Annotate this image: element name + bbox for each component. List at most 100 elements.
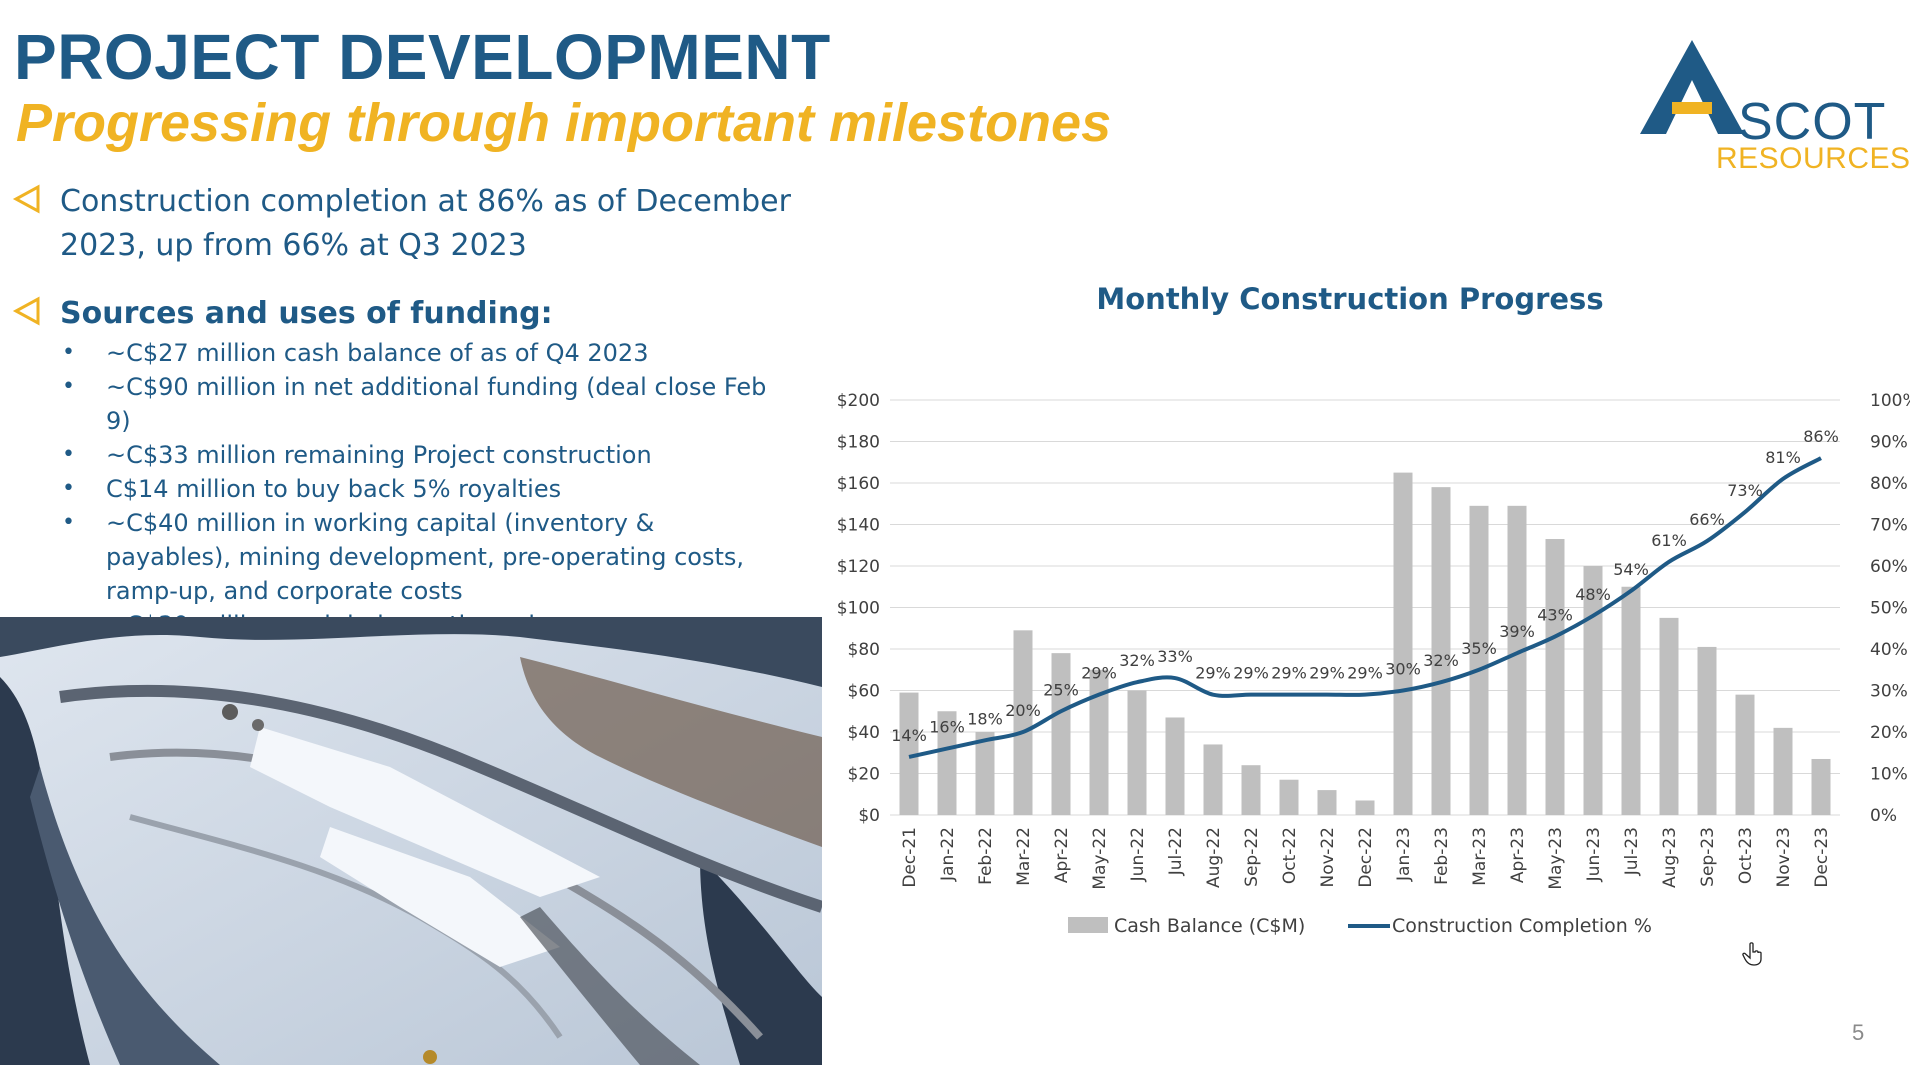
cash-bar (937, 711, 957, 815)
completion-data-label: 32% (1119, 651, 1155, 670)
cash-bar (975, 732, 995, 815)
triangle-bullet-icon (12, 296, 40, 326)
bullet-construction-text: Construction completion at 86% as of Dec… (60, 184, 791, 263)
x-tick-label: Jul-22 (1166, 827, 1186, 876)
completion-data-label: 39% (1499, 622, 1535, 641)
completion-data-label: 29% (1309, 664, 1345, 683)
slide-title: PROJECT DEVELOPMENT (14, 21, 831, 93)
slide-subtitle: Progressing through important milestones (16, 93, 1112, 153)
x-tick-label: Oct-23 (1736, 827, 1756, 884)
y-right-tick-label: 10% (1870, 765, 1908, 785)
y-left-tick-label: $60 (848, 682, 880, 702)
logo-word: SCOT (1738, 93, 1887, 151)
list-item: • ~C$33 million remaining Project constru… (60, 438, 780, 472)
cash-bar (1127, 690, 1147, 815)
completion-data-label: 16% (929, 718, 965, 737)
x-tick-label: Mar-23 (1470, 827, 1490, 886)
completion-data-label: 48% (1575, 585, 1611, 604)
x-tick-label: Mar-22 (1014, 827, 1034, 886)
y-left-tick-label: $100 (837, 599, 880, 619)
list-item: • C$14 million to buy back 5% royalties (60, 472, 780, 506)
cash-bar (1431, 487, 1451, 815)
cash-balance-bars (899, 472, 1831, 815)
list-item: • ~C$90 million in net additional funding… (60, 370, 780, 438)
y-left-tick-label: $120 (837, 557, 880, 577)
cash-bar (899, 692, 919, 815)
bullet-dot: • (62, 340, 75, 365)
cash-bar (1507, 505, 1527, 815)
completion-data-label: 86% (1803, 427, 1839, 446)
x-tick-label: Nov-23 (1774, 827, 1794, 888)
bullet-funding-heading: Sources and uses of funding: (60, 296, 553, 331)
x-tick-label: May-23 (1546, 827, 1566, 890)
completion-data-label: 33% (1157, 647, 1193, 666)
aerial-photo-illustration (0, 617, 822, 1065)
cash-bar (1659, 617, 1679, 815)
bullet-dot: • (62, 476, 75, 501)
x-tick-label: Dec-23 (1812, 827, 1832, 888)
logo-mark-icon (1640, 40, 1744, 134)
x-tick-label: Feb-22 (976, 827, 996, 885)
y-left-tick-label: $40 (848, 723, 880, 743)
cash-bar (1811, 758, 1831, 815)
y-right-tick-label: 0% (1870, 806, 1897, 826)
chart-legend: Cash Balance (C$M) Construction Completio… (1068, 915, 1652, 937)
completion-data-label: 81% (1765, 448, 1801, 467)
hand-cursor-icon (1742, 942, 1762, 966)
y-left-tick-label: $200 (837, 391, 880, 411)
x-tick-label: Aug-23 (1660, 827, 1680, 888)
cash-bar (1469, 505, 1489, 815)
completion-line (908, 456, 1822, 759)
bullet-dot: • (62, 442, 75, 467)
completion-data-label: 29% (1271, 664, 1307, 683)
x-tick-label: Nov-22 (1318, 827, 1338, 888)
cash-bar (1583, 566, 1603, 815)
y-right-tick-label: 80% (1870, 474, 1908, 494)
x-tick-label: Apr-22 (1052, 827, 1072, 883)
ascot-resources-logo: SCOT RESOURCES (1630, 38, 1910, 175)
x-tick-label: Jun-23 (1584, 827, 1604, 882)
x-tick-label: Apr-23 (1508, 827, 1528, 883)
y-right-tick-label: 40% (1870, 640, 1908, 660)
chart-title: Monthly Construction Progress (1096, 282, 1604, 316)
completion-data-label: 30% (1385, 660, 1421, 679)
cash-bar (1317, 790, 1337, 815)
x-tick-label: Jun-22 (1128, 827, 1148, 882)
x-tick-label: Dec-22 (1356, 827, 1376, 888)
completion-data-label: 29% (1195, 664, 1231, 683)
completion-line-series (908, 456, 1822, 759)
completion-data-label: 35% (1461, 639, 1497, 658)
x-tick-label: Feb-23 (1432, 827, 1452, 885)
cash-bar (1621, 586, 1641, 815)
cash-bar (1203, 744, 1223, 815)
x-tick-label: Sep-22 (1242, 827, 1262, 887)
completion-data-label: 29% (1347, 664, 1383, 683)
cash-bar (1241, 765, 1261, 815)
completion-data-label: 66% (1689, 510, 1725, 529)
y-left-tick-label: $80 (848, 640, 880, 660)
funding-sublist: • ~C$27 million cash balance of as of Q4 … (60, 336, 780, 642)
bullet-dot: • (62, 374, 75, 399)
legend-label-cash: Cash Balance (C$M) (1114, 915, 1305, 937)
cash-bar (1165, 717, 1185, 815)
completion-data-label: 18% (967, 709, 1003, 728)
completion-data-label: 54% (1613, 560, 1649, 579)
y-right-tick-label: 30% (1870, 682, 1908, 702)
x-tick-label: May-22 (1090, 827, 1110, 890)
list-item: • ~C$40 million in working capital (inven… (60, 506, 780, 608)
cash-bar (1051, 653, 1071, 815)
page-number: 5 (1852, 1020, 1865, 1045)
cash-bar (1355, 800, 1375, 815)
cash-bar (1735, 694, 1755, 815)
y-left-tick-label: $180 (837, 433, 880, 453)
y-right-tick-label: 90% (1870, 433, 1908, 453)
aerial-site-photo (0, 617, 822, 1065)
completion-data-label: 20% (1005, 701, 1041, 720)
triangle-bullet-icon (12, 184, 40, 214)
legend-label-completion: Construction Completion % (1392, 915, 1652, 937)
x-tick-label: Oct-22 (1280, 827, 1300, 884)
y-right-tick-label: 50% (1870, 599, 1908, 619)
y-left-tick-label: $0 (858, 806, 880, 826)
y-right-tick-label: 60% (1870, 557, 1908, 577)
cash-bar (1545, 539, 1565, 815)
